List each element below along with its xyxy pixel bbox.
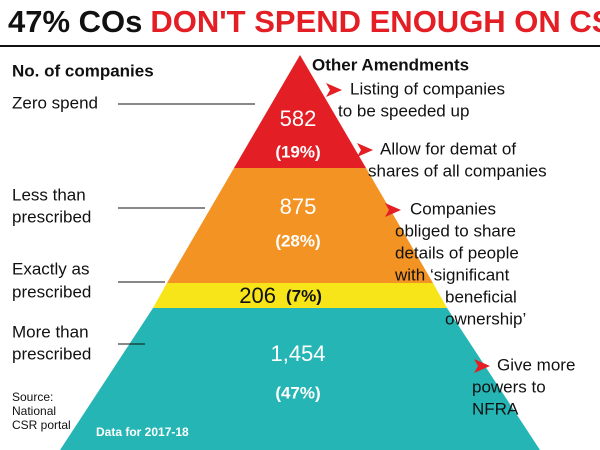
amendment-line: NFRA xyxy=(472,399,519,418)
tier-zero xyxy=(234,55,366,168)
arrow xyxy=(385,203,401,217)
arrow xyxy=(326,83,342,97)
tier-less xyxy=(167,168,433,283)
title: 47% COs DON'T SPEND ENOUGH ON CSR xyxy=(8,4,600,39)
arrow xyxy=(474,359,490,373)
amendment-line: to be speeded up xyxy=(338,101,469,120)
title-main: DON'T SPEND ENOUGH ON CSR xyxy=(150,4,600,39)
source: National xyxy=(12,404,56,418)
level-label: prescribed xyxy=(12,207,91,226)
source: CSR portal xyxy=(12,418,71,432)
amendment-line: Give more xyxy=(497,355,575,374)
tier-exact xyxy=(153,283,447,308)
title-lead: 47% COs xyxy=(8,4,142,39)
count: 582 xyxy=(280,106,317,131)
amendment-line: with ‘significant xyxy=(394,265,510,284)
tier-more xyxy=(60,308,540,450)
arrow xyxy=(357,143,373,157)
note: Data for 2017-18 xyxy=(96,425,189,439)
amendment-line: powers to xyxy=(472,377,546,396)
amendment-line: Companies xyxy=(410,199,496,218)
source: Source: xyxy=(12,390,53,404)
count: 1,454 xyxy=(270,341,325,366)
amendment-line: obliged to share xyxy=(395,221,516,240)
share: (47%) xyxy=(275,383,320,402)
left-heading: No. of companies xyxy=(12,61,154,80)
count: 875 xyxy=(280,194,317,219)
level-label: prescribed xyxy=(12,344,91,363)
level-label: Exactly as xyxy=(12,259,89,278)
level-label: prescribed xyxy=(12,282,91,301)
amendment-line: beneficial xyxy=(445,287,517,306)
share: (28%) xyxy=(275,231,320,250)
level-label: More than xyxy=(12,322,89,341)
amendment-line: shares of all companies xyxy=(368,161,547,180)
count: 206 xyxy=(239,283,276,308)
amendments-heading: Other Amendments xyxy=(312,55,469,74)
level-label: Less than xyxy=(12,185,86,204)
amendment-line: details of people xyxy=(395,243,519,262)
share: (7%) xyxy=(286,286,322,305)
share: (19%) xyxy=(275,142,320,161)
amendment-line: Allow for demat of xyxy=(380,139,516,158)
amendment-line: Listing of companies xyxy=(350,79,505,98)
level-label: Zero spend xyxy=(12,93,98,112)
amendment-line: ownership’ xyxy=(445,309,526,328)
